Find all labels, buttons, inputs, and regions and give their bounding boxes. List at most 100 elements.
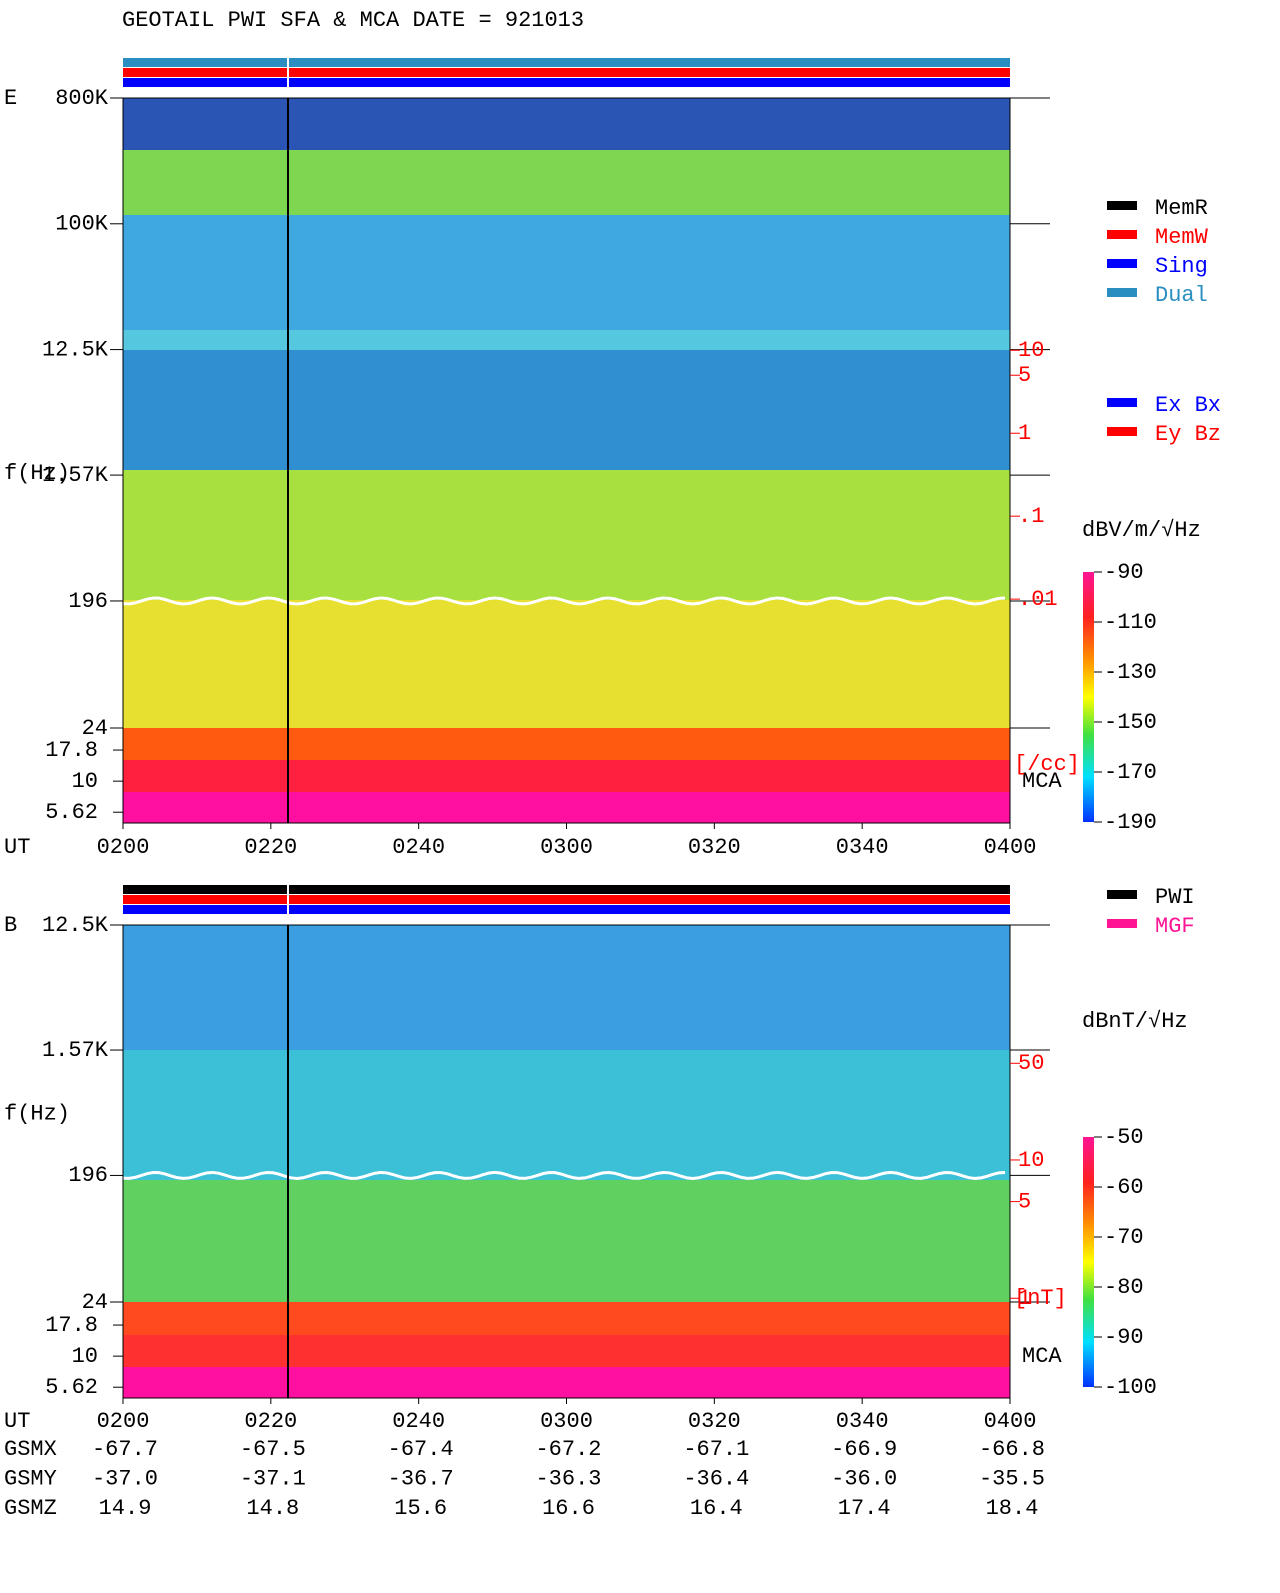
colorbar-tick-label: -60 — [1104, 1175, 1144, 1200]
orbit-value: -36.4 — [683, 1466, 749, 1491]
legend-swatch — [1107, 427, 1137, 436]
orbit-value: -67.4 — [388, 1437, 454, 1462]
y2-tick-label: .1 — [1018, 504, 1044, 529]
legend-swatch — [1107, 230, 1137, 239]
colorbar-tick-label: -90 — [1104, 1325, 1144, 1350]
orbit-label: GSMZ — [4, 1496, 57, 1521]
panel-label: B — [4, 913, 17, 938]
orbit-value: 17.4 — [838, 1496, 891, 1521]
legend-label: MGF — [1155, 914, 1195, 939]
x-tick-label: 0340 — [836, 835, 889, 860]
orbit-value: -67.5 — [240, 1437, 306, 1462]
x-tick-label: 0200 — [97, 835, 150, 860]
y2-tick-label: 5 — [1018, 363, 1031, 388]
spectrogram-band — [123, 330, 1010, 350]
orbit-value: -67.1 — [683, 1437, 749, 1462]
y2-tick-label: 1 — [1018, 421, 1031, 446]
status-bar — [123, 885, 1010, 894]
colorbar-tick-label: -130 — [1104, 660, 1157, 685]
y-tick-label: 196 — [68, 1163, 108, 1188]
spectrogram-band — [123, 1050, 1010, 1180]
spectrogram-band — [123, 1302, 1010, 1335]
orbit-value: 16.4 — [690, 1496, 743, 1521]
spectrogram-band — [123, 215, 1010, 330]
orbit-value: 16.6 — [542, 1496, 595, 1521]
mca-tick-label: 5.62 — [45, 1375, 98, 1400]
y-tick-label: 24 — [82, 1290, 108, 1315]
y-tick-label: 800K — [55, 86, 109, 111]
x-tick-label: 0400 — [984, 1409, 1037, 1434]
spectrogram-band — [123, 1335, 1010, 1367]
legend-swatch — [1107, 919, 1137, 928]
y2-label: [nT] — [1014, 1286, 1067, 1311]
colorbar-label: dBnT/√Hz — [1082, 1009, 1188, 1034]
status-bar — [123, 68, 1010, 77]
colorbar-tick-label: -50 — [1104, 1125, 1144, 1150]
orbit-value: -37.0 — [92, 1466, 158, 1491]
x-tick-label: 0300 — [540, 835, 593, 860]
orbit-label: GSMY — [4, 1466, 57, 1491]
spectrogram-band — [123, 600, 1010, 728]
legend-label: PWI — [1155, 885, 1195, 910]
status-bar — [123, 78, 1010, 87]
legend-label: MemW — [1155, 225, 1209, 250]
colorbar-tick-label: -70 — [1104, 1225, 1144, 1250]
legend-swatch — [1107, 201, 1137, 210]
orbit-value: -67.7 — [92, 1437, 158, 1462]
x-tick-label: 0220 — [244, 1409, 297, 1434]
spectrogram-band — [123, 925, 1010, 1050]
y-tick-label: 100K — [55, 212, 109, 237]
legend-label: Dual — [1155, 283, 1208, 308]
legend-swatch — [1107, 398, 1137, 407]
orbit-value: -66.8 — [979, 1437, 1045, 1462]
mca-tick-label: 5.62 — [45, 800, 98, 825]
legend-label: Ey Bz — [1155, 422, 1221, 447]
orbit-value: 15.6 — [394, 1496, 447, 1521]
y-tick-label: 12.5K — [42, 913, 109, 938]
panel-label: E — [4, 86, 17, 111]
spectrogram-band — [123, 1180, 1010, 1302]
orbit-value: -66.9 — [831, 1437, 897, 1462]
spectrogram-band — [123, 150, 1010, 215]
colorbar — [1083, 1137, 1094, 1387]
x-tick-label: 0200 — [97, 1409, 150, 1434]
y2-tick-label: 1 — [1018, 1286, 1031, 1311]
mca-tick-label: 10 — [72, 1344, 98, 1369]
x-tick-label: 0340 — [836, 1409, 889, 1434]
spectrogram-band — [123, 350, 1010, 470]
legend-swatch — [1107, 890, 1137, 899]
mca-label: MCA — [1022, 1344, 1062, 1369]
orbit-value: -35.5 — [979, 1466, 1045, 1491]
y-tick-label: 24 — [82, 716, 108, 741]
y-tick-label: 196 — [68, 589, 108, 614]
colorbar-tick-label: -90 — [1104, 560, 1144, 585]
y2-tick-label: 5 — [1018, 1189, 1031, 1214]
spectrogram-band — [123, 98, 1010, 150]
colorbar-label: dBV/m/√Hz — [1082, 518, 1201, 543]
y2-tick-label: 50 — [1018, 1051, 1044, 1076]
status-bar — [123, 895, 1010, 904]
orbit-value: 14.9 — [99, 1496, 152, 1521]
x-tick-label: 0240 — [392, 835, 445, 860]
x-tick-label: 0240 — [392, 1409, 445, 1434]
spectrogram-band — [123, 760, 1010, 792]
y2-label: [/cc] — [1014, 752, 1080, 777]
title: GEOTAIL PWI SFA & MCA DATE = 921013 — [122, 8, 584, 33]
mca-tick-label: 17.8 — [45, 1313, 98, 1338]
colorbar — [1083, 572, 1094, 822]
x-tick-label: 0320 — [688, 835, 741, 860]
orbit-value: 18.4 — [986, 1496, 1039, 1521]
plasma-line — [122, 1170, 1006, 1180]
x-tick-label: 0300 — [540, 1409, 593, 1434]
y2-tick-label: .01 — [1018, 587, 1058, 612]
y-tick-label: 1.57K — [42, 1038, 109, 1063]
y-tick-label: 12.5K — [42, 337, 109, 362]
mca-tick-label: 17.8 — [45, 738, 98, 763]
orbit-label: GSMX — [4, 1437, 57, 1462]
colorbar-tick-label: -80 — [1104, 1275, 1144, 1300]
colorbar-tick-label: -190 — [1104, 810, 1157, 835]
orbit-value: -67.2 — [535, 1437, 601, 1462]
orbit-value: -36.0 — [831, 1466, 897, 1491]
mca-tick-label: 10 — [72, 769, 98, 794]
